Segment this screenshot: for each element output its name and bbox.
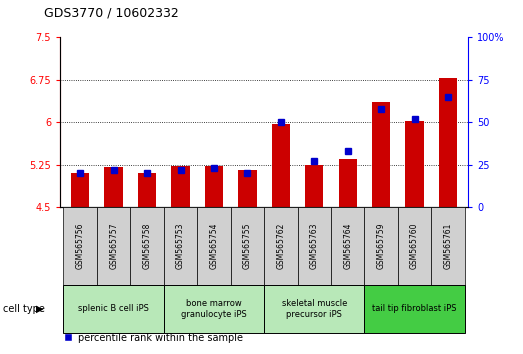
- Bar: [172, 166, 190, 207]
- Bar: [130, 207, 164, 285]
- Text: GSM565764: GSM565764: [343, 223, 352, 269]
- Bar: [305, 165, 323, 207]
- Bar: [398, 207, 431, 285]
- Text: GSM565753: GSM565753: [176, 223, 185, 269]
- Bar: [365, 285, 465, 333]
- Bar: [298, 207, 331, 285]
- Bar: [197, 207, 231, 285]
- Bar: [138, 173, 156, 207]
- Bar: [431, 207, 465, 285]
- Text: GSM565762: GSM565762: [276, 223, 286, 269]
- Bar: [105, 167, 123, 207]
- Bar: [164, 207, 197, 285]
- Text: GDS3770 / 10602332: GDS3770 / 10602332: [44, 6, 179, 19]
- Text: GSM565758: GSM565758: [143, 223, 152, 269]
- Legend: transformed count, percentile rank within the sample: transformed count, percentile rank withi…: [61, 314, 247, 347]
- Text: cell type: cell type: [3, 304, 44, 314]
- Bar: [264, 285, 365, 333]
- Text: GSM565755: GSM565755: [243, 223, 252, 269]
- Bar: [97, 207, 130, 285]
- Bar: [63, 207, 97, 285]
- Bar: [264, 207, 298, 285]
- Bar: [71, 173, 89, 207]
- Bar: [63, 285, 164, 333]
- Bar: [231, 207, 264, 285]
- Text: GSM565754: GSM565754: [209, 223, 219, 269]
- Text: bone marrow
granulocyte iPS: bone marrow granulocyte iPS: [181, 299, 247, 319]
- Bar: [205, 166, 223, 207]
- Bar: [439, 78, 457, 207]
- Text: GSM565759: GSM565759: [377, 223, 385, 269]
- Text: GSM565761: GSM565761: [444, 223, 452, 269]
- Text: GSM565763: GSM565763: [310, 223, 319, 269]
- Bar: [164, 285, 264, 333]
- Bar: [271, 124, 290, 207]
- Text: skeletal muscle
precursor iPS: skeletal muscle precursor iPS: [281, 299, 347, 319]
- Bar: [365, 207, 398, 285]
- Text: GSM565757: GSM565757: [109, 223, 118, 269]
- Text: ▶: ▶: [36, 304, 43, 314]
- Bar: [405, 121, 424, 207]
- Text: tail tip fibroblast iPS: tail tip fibroblast iPS: [372, 304, 457, 313]
- Bar: [338, 159, 357, 207]
- Bar: [372, 102, 390, 207]
- Bar: [238, 170, 257, 207]
- Text: GSM565760: GSM565760: [410, 223, 419, 269]
- Text: GSM565756: GSM565756: [76, 223, 85, 269]
- Text: splenic B cell iPS: splenic B cell iPS: [78, 304, 149, 313]
- Bar: [331, 207, 365, 285]
